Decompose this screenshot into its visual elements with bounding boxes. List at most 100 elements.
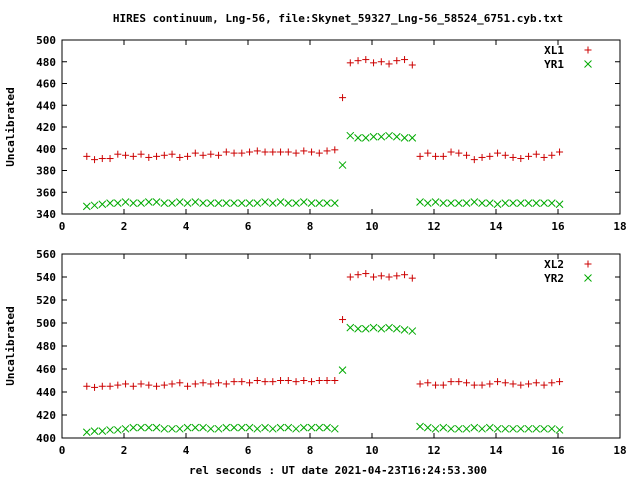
data-point — [307, 199, 316, 207]
data-point — [129, 423, 138, 432]
data-point — [129, 382, 137, 390]
data-point — [470, 198, 479, 206]
data-point — [346, 59, 354, 67]
data-point — [532, 379, 540, 387]
data-point — [424, 149, 432, 157]
data-point — [454, 199, 463, 207]
data-point — [447, 148, 455, 156]
data-point — [113, 199, 122, 207]
data-point — [524, 199, 533, 207]
data-point — [90, 201, 99, 210]
y-axis-label: Uncalibrated — [4, 87, 17, 166]
data-point — [160, 199, 169, 207]
data-point — [509, 199, 517, 207]
data-point — [91, 156, 99, 164]
data-point — [423, 199, 432, 207]
data-point — [160, 424, 169, 433]
data-point — [509, 424, 517, 433]
data-point — [253, 199, 262, 207]
data-point — [362, 270, 370, 278]
data-point — [168, 380, 176, 388]
chart-title: HIRES continuum, Lng-56, file:Skynet_593… — [113, 12, 563, 25]
x-tick-label: 14 — [489, 444, 503, 457]
data-point — [454, 424, 463, 433]
y-tick-label: 440 — [36, 386, 56, 399]
data-point — [129, 199, 138, 207]
data-point — [532, 150, 540, 158]
data-point — [284, 377, 292, 384]
data-point — [300, 147, 308, 155]
data-point — [268, 424, 277, 433]
data-point — [447, 199, 455, 207]
data-point — [237, 423, 246, 432]
data-point — [377, 132, 386, 141]
data-point — [82, 202, 91, 211]
data-point — [144, 198, 153, 206]
data-point — [183, 423, 192, 432]
data-point — [431, 424, 440, 433]
data-point — [338, 366, 347, 375]
data-point — [261, 198, 269, 206]
data-point — [315, 423, 324, 432]
data-point — [555, 426, 564, 434]
data-point — [183, 199, 192, 207]
x-tick-label: 10 — [365, 444, 378, 457]
data-point — [330, 424, 339, 433]
y-tick-label: 420 — [36, 409, 56, 422]
panels: 0 2 4 6 8 10 12 14 16 183403603804004204404604805… — [4, 34, 627, 457]
data-point — [439, 152, 447, 160]
data-point — [106, 199, 114, 207]
data-point — [238, 378, 246, 386]
data-point — [129, 152, 137, 160]
data-point — [160, 381, 168, 389]
series-YR1 — [82, 131, 564, 211]
data-point — [191, 198, 200, 206]
data-point — [447, 378, 455, 386]
data-point — [222, 148, 230, 156]
data-point — [401, 56, 409, 64]
data-point — [83, 382, 91, 390]
data-point — [191, 423, 200, 432]
data-point — [176, 379, 184, 387]
data-point — [532, 199, 541, 207]
data-point — [462, 424, 471, 433]
data-point — [315, 199, 324, 207]
data-point — [423, 423, 432, 432]
data-point — [540, 153, 548, 161]
data-point — [377, 272, 385, 280]
data-point — [269, 148, 277, 156]
data-point — [246, 379, 254, 387]
data-point — [323, 423, 331, 432]
data-point — [408, 274, 416, 282]
data-point — [246, 148, 254, 156]
data-point — [485, 423, 494, 432]
data-point — [525, 380, 533, 388]
data-point — [439, 423, 448, 432]
data-point — [401, 271, 409, 279]
data-point — [370, 59, 378, 67]
x-tick-label: 18 — [613, 444, 626, 457]
data-point — [206, 199, 215, 207]
data-point — [145, 153, 153, 161]
data-point — [517, 381, 525, 389]
legend-label: YR1 — [544, 58, 564, 71]
data-point — [153, 382, 161, 390]
data-point — [215, 379, 223, 387]
legend-label: XL1 — [544, 44, 564, 57]
data-point — [540, 381, 548, 389]
data-point — [548, 379, 556, 387]
data-point — [284, 148, 292, 156]
data-point — [439, 199, 448, 207]
data-point — [361, 324, 370, 333]
data-point — [269, 378, 277, 386]
data-point — [145, 381, 153, 389]
data-point — [455, 149, 463, 157]
data-point — [168, 150, 176, 158]
data-point — [292, 378, 300, 386]
data-point — [276, 198, 285, 206]
data-point — [339, 94, 347, 102]
data-point — [377, 324, 386, 333]
data-point — [478, 153, 486, 161]
data-point — [548, 151, 556, 159]
series-XL1 — [83, 56, 564, 164]
